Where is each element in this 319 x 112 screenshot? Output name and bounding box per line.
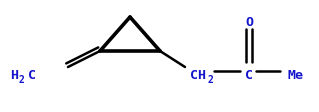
Text: C: C — [245, 69, 253, 82]
Text: CH: CH — [190, 69, 206, 82]
Text: O: O — [245, 15, 253, 28]
Text: 2: 2 — [207, 74, 213, 84]
Text: Me: Me — [288, 69, 304, 82]
Text: 2: 2 — [18, 74, 24, 84]
Text: H: H — [10, 69, 18, 82]
Text: C: C — [28, 69, 36, 82]
